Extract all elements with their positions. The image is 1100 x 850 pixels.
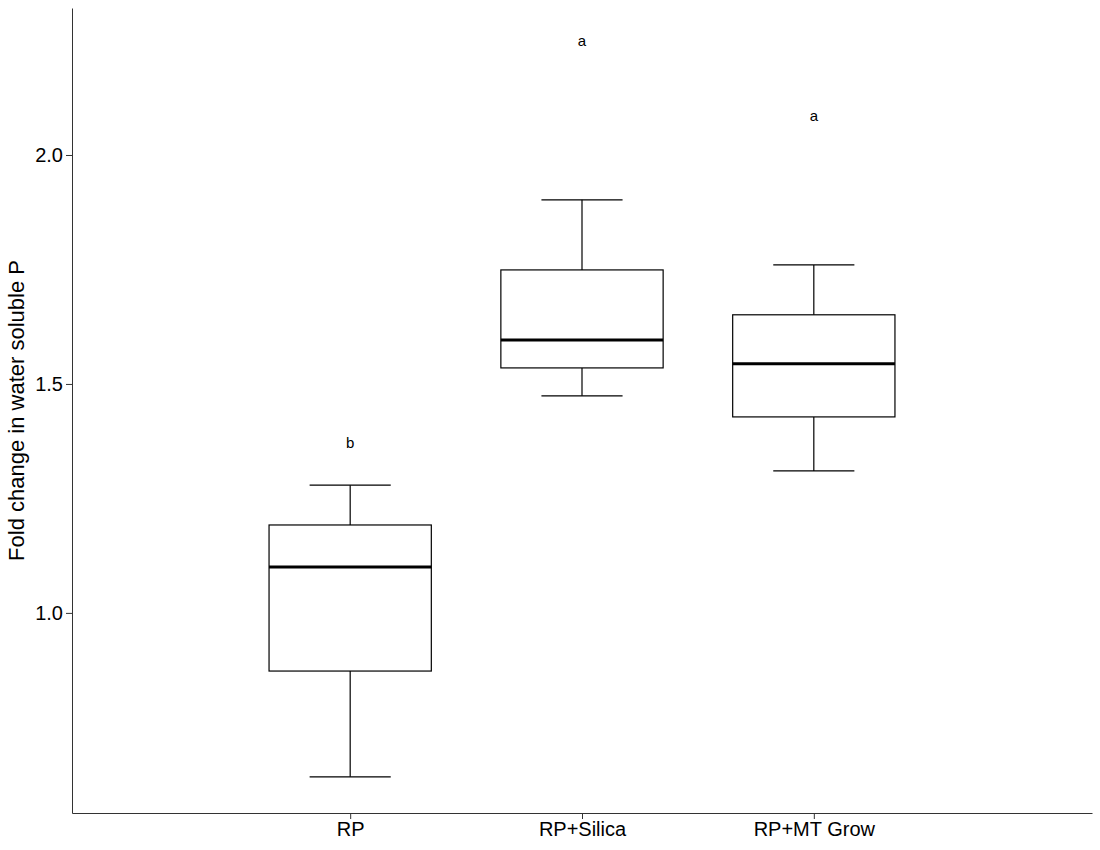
chart: 1.0 1.5 2.0 RP RP+Silica RP+MT Grow b a a Fold ch…: [0, 0, 1100, 850]
x-axis: RP RP+Silica RP+MT Grow: [73, 813, 1093, 840]
y-tick-mark: [66, 613, 72, 614]
y-tick-mark: [66, 384, 72, 385]
y-tick: 1.0: [35, 602, 72, 624]
upper-whisker: [350, 485, 351, 525]
median-line: [733, 362, 895, 365]
lower-whisker: [813, 417, 814, 471]
x-tick-label: RP+MT Grow: [754, 818, 876, 840]
x-tick: RP+MT Grow: [754, 813, 876, 840]
x-tick: RP+Silica: [539, 813, 627, 840]
median-line: [269, 566, 431, 569]
upper-cap: [541, 199, 622, 200]
median-line: [501, 338, 663, 341]
y-tick: 2.0: [35, 144, 72, 166]
y-tick-label: 2.0: [35, 144, 63, 166]
significance-letter: a: [810, 107, 819, 124]
upper-cap: [310, 485, 391, 486]
x-tick-label: RP+Silica: [539, 818, 627, 840]
boxes: [269, 200, 895, 777]
box-body: [269, 525, 431, 671]
lower-cap: [541, 395, 622, 396]
lower-whisker: [350, 671, 351, 777]
y-axis: 1.0 1.5 2.0: [35, 9, 72, 814]
plot: 1.0 1.5 2.0 RP RP+Silica RP+MT Grow b a a: [35, 9, 1092, 841]
y-tick-label: 1.5: [35, 373, 63, 395]
lower-whisker: [581, 368, 582, 396]
lower-cap: [773, 470, 854, 471]
box: [269, 485, 431, 777]
box-body: [733, 315, 895, 417]
box: [501, 200, 663, 396]
significance-letter: b: [346, 434, 354, 451]
upper-whisker: [581, 200, 582, 270]
annotations: b a a: [346, 32, 819, 451]
y-tick-label: 1.0: [35, 602, 63, 624]
y-tick: 1.5: [35, 373, 72, 395]
upper-whisker: [813, 265, 814, 315]
lower-cap: [310, 776, 391, 777]
x-tick-label: RP: [337, 818, 365, 840]
y-axis-title: Fold change in water soluble P: [4, 260, 29, 561]
box: [733, 265, 895, 471]
upper-cap: [773, 264, 854, 265]
y-axis-line: [72, 9, 73, 814]
x-tick: RP: [337, 813, 365, 840]
box-body: [501, 270, 663, 368]
significance-letter: a: [578, 32, 587, 49]
y-tick-mark: [66, 155, 72, 156]
